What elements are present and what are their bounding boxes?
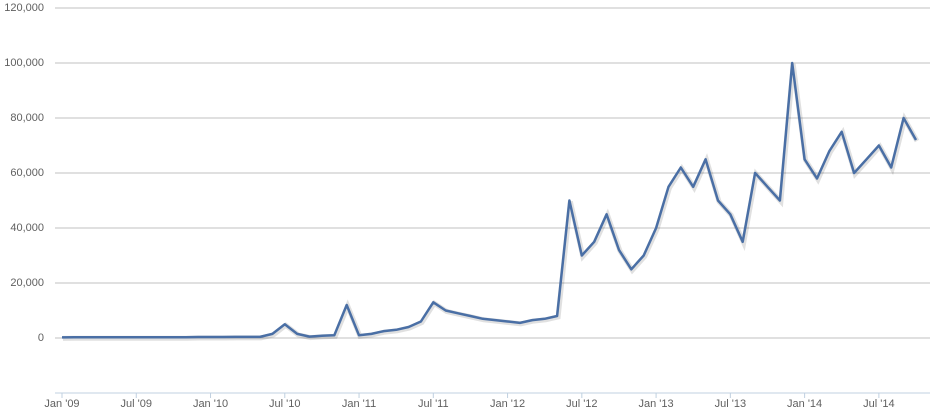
x-tick-label: Jul '13: [715, 398, 746, 410]
y-tick-label: 0: [38, 332, 44, 344]
x-tick-label: Jan '09: [44, 398, 79, 410]
y-tick-label: 40,000: [10, 222, 44, 234]
x-tick-label: Jul '14: [863, 398, 894, 410]
y-tick-label: 20,000: [10, 277, 44, 289]
y-tick-label: 120,000: [4, 2, 44, 14]
x-tick-label: Jan '12: [490, 398, 525, 410]
x-tick-label: Jul '09: [121, 398, 152, 410]
x-tick-label: Jul '10: [269, 398, 300, 410]
x-tick-label: Jan '11: [342, 398, 376, 410]
y-tick-label: 60,000: [10, 167, 44, 179]
y-tick-label: 80,000: [10, 112, 44, 124]
x-tick-label: Jan '13: [639, 398, 674, 410]
x-tick-label: Jan '10: [193, 398, 228, 410]
y-tick-label: 100,000: [4, 57, 44, 69]
line: [61, 61, 918, 339]
x-tick-label: Jul '12: [566, 398, 597, 410]
x-tick-label: Jul '11: [418, 398, 449, 410]
x-tick-label: Jan '14: [787, 398, 822, 410]
